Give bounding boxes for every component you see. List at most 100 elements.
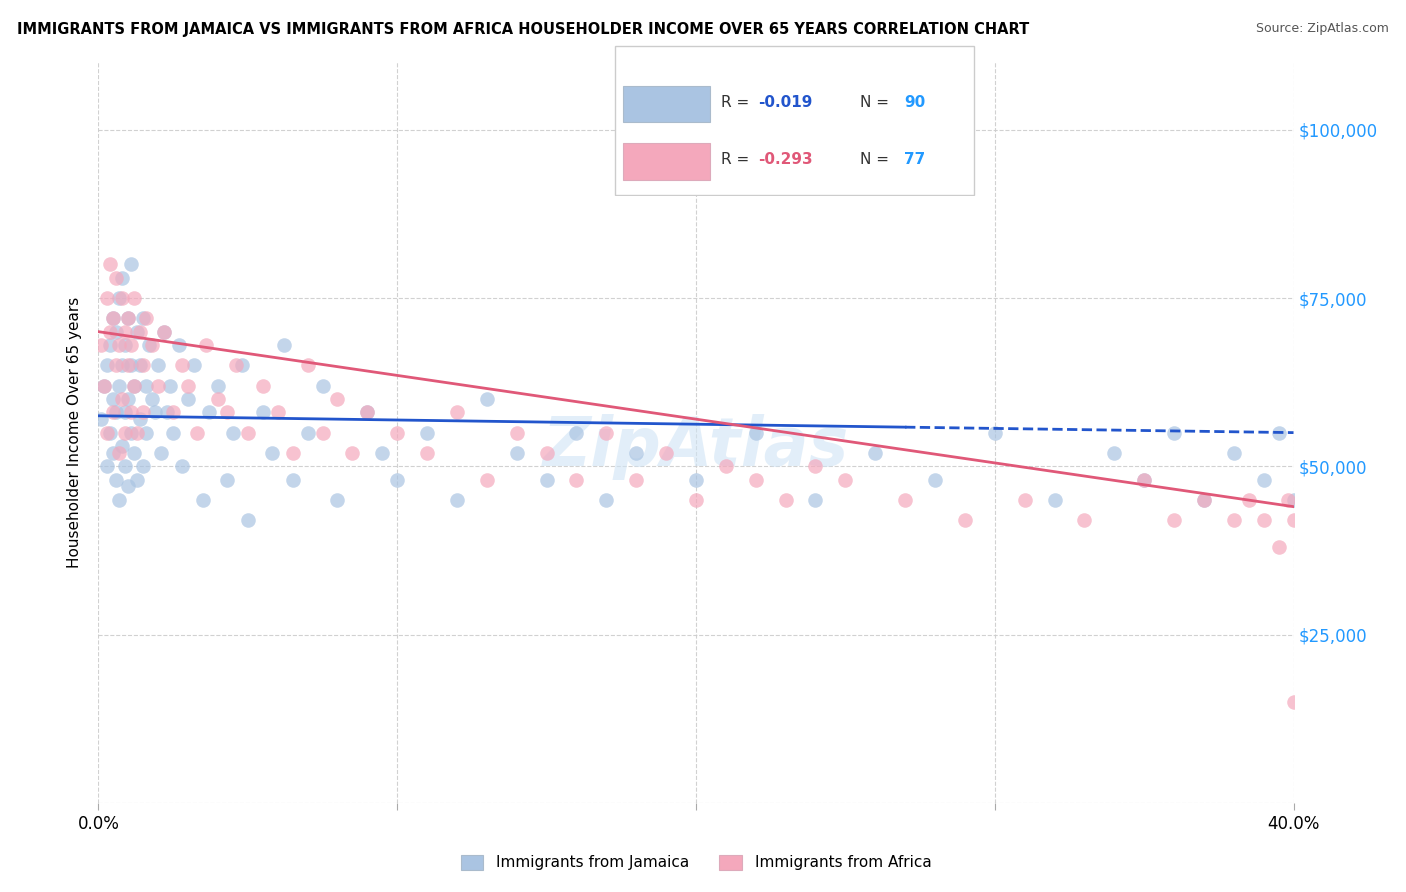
Point (446, 492, 468, 507)
Point (172, 359, 194, 373)
Point (1043, 492, 1066, 507)
Point (117, 359, 139, 373)
FancyBboxPatch shape (616, 46, 973, 194)
Point (183, 359, 205, 373)
Point (297, 359, 319, 373)
Point (167, 338, 190, 352)
Point (267, 405, 290, 419)
Point (191, 492, 214, 507)
Point (124, 378, 146, 392)
Point (108, 446, 131, 460)
Point (98, 325, 122, 339)
Point (565, 473, 588, 487)
Point (745, 473, 768, 487)
Point (177, 378, 200, 392)
Point (124, 378, 146, 392)
Point (114, 405, 136, 419)
Point (127, 325, 149, 339)
Point (281, 446, 304, 460)
Point (198, 405, 221, 419)
Point (236, 513, 259, 527)
Point (536, 446, 558, 460)
Point (1223, 513, 1246, 527)
Point (108, 338, 131, 352)
Point (124, 446, 146, 460)
Text: N =: N = (860, 95, 894, 110)
Point (124, 291, 146, 305)
Point (685, 473, 707, 487)
Text: 77: 77 (904, 153, 925, 168)
Point (416, 425, 439, 440)
Point (132, 459, 155, 474)
Point (385, 425, 409, 440)
Point (775, 492, 797, 507)
Point (120, 425, 142, 440)
Point (186, 425, 208, 440)
Point (114, 325, 136, 339)
Point (105, 473, 128, 487)
Point (114, 338, 136, 352)
Point (371, 446, 394, 460)
Point (281, 473, 304, 487)
Point (105, 359, 128, 373)
Point (120, 338, 142, 352)
Point (804, 459, 827, 474)
Point (98, 338, 122, 352)
Point (105, 405, 128, 419)
Point (1192, 492, 1215, 507)
Point (103, 446, 125, 460)
Y-axis label: Householder Income Over 65 years: Householder Income Over 65 years (67, 297, 83, 568)
Point (135, 425, 157, 440)
Point (1282, 695, 1305, 709)
Point (117, 311, 139, 326)
Point (1282, 513, 1305, 527)
Point (103, 405, 125, 419)
Point (96, 291, 118, 305)
Point (222, 425, 245, 440)
Point (834, 473, 856, 487)
Point (1163, 513, 1185, 527)
Point (120, 405, 142, 419)
Point (103, 311, 125, 326)
Point (416, 446, 439, 460)
Point (129, 325, 152, 339)
Point (215, 405, 238, 419)
Point (195, 338, 218, 352)
Text: ZipAtlas: ZipAtlas (543, 415, 849, 481)
Text: Source: ZipAtlas.com: Source: ZipAtlas.com (1256, 22, 1389, 36)
Point (1192, 492, 1215, 507)
Text: N =: N = (860, 153, 894, 168)
Point (297, 425, 319, 440)
Point (132, 359, 155, 373)
Point (342, 446, 364, 460)
Point (150, 446, 173, 460)
Point (311, 378, 333, 392)
Point (117, 311, 139, 326)
Point (655, 446, 678, 460)
Point (565, 425, 588, 440)
Point (98, 425, 122, 440)
Point (127, 473, 149, 487)
Point (311, 425, 333, 440)
Text: IMMIGRANTS FROM JAMAICA VS IMMIGRANTS FROM AFRICA HOUSEHOLDER INCOME OVER 65 YEA: IMMIGRANTS FROM JAMAICA VS IMMIGRANTS FR… (17, 22, 1029, 37)
Point (105, 325, 128, 339)
Point (1237, 492, 1260, 507)
Point (252, 405, 274, 419)
Point (177, 392, 200, 406)
Point (1073, 513, 1095, 527)
Point (148, 359, 170, 373)
Point (1104, 446, 1126, 460)
Point (129, 359, 152, 373)
Point (475, 392, 498, 406)
Point (894, 492, 917, 507)
Point (141, 338, 163, 352)
Point (984, 425, 1007, 440)
Point (120, 257, 142, 271)
Point (1163, 425, 1185, 440)
Point (1133, 473, 1156, 487)
Point (804, 492, 827, 507)
Point (626, 446, 648, 460)
Point (172, 459, 194, 474)
Point (326, 492, 349, 507)
Point (143, 405, 166, 419)
